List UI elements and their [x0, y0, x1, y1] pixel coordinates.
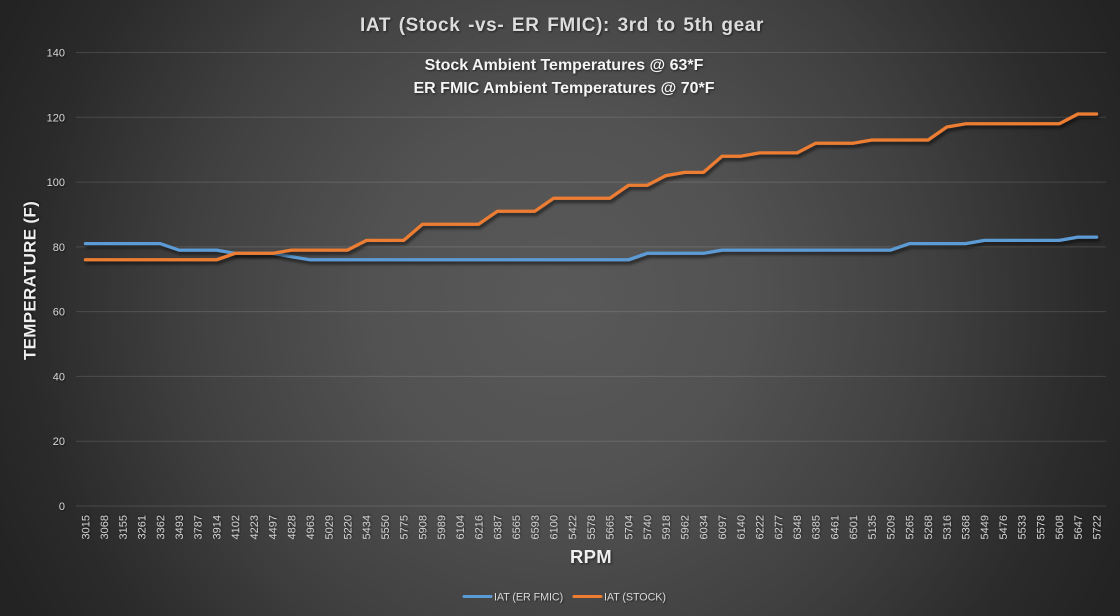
svg-text:5368: 5368: [961, 515, 973, 539]
svg-text:5918: 5918: [661, 515, 673, 539]
svg-text:5908: 5908: [418, 515, 430, 539]
svg-text:6501: 6501: [848, 515, 860, 539]
svg-text:4102: 4102: [230, 515, 242, 539]
svg-text:6461: 6461: [830, 515, 842, 539]
svg-text:5578: 5578: [1036, 515, 1048, 539]
svg-text:5533: 5533: [1017, 515, 1029, 539]
svg-text:5550: 5550: [380, 515, 392, 539]
svg-text:140: 140: [47, 48, 65, 60]
svg-text:3362: 3362: [155, 515, 167, 539]
svg-text:5476: 5476: [998, 515, 1010, 539]
svg-text:4223: 4223: [249, 515, 261, 539]
svg-text:0: 0: [59, 501, 65, 513]
svg-text:5608: 5608: [1054, 515, 1066, 539]
svg-text:3261: 3261: [137, 515, 149, 539]
svg-text:6387: 6387: [492, 515, 504, 539]
svg-text:ER FMIC Ambient Temperatures @: ER FMIC Ambient Temperatures @ 70*F: [414, 80, 715, 97]
svg-text:5665: 5665: [605, 515, 617, 539]
svg-text:Stock Ambient Temperatures @ 6: Stock Ambient Temperatures @ 63*F: [425, 57, 704, 74]
svg-text:5740: 5740: [642, 515, 654, 539]
svg-text:5422: 5422: [567, 515, 579, 539]
svg-text:6593: 6593: [530, 515, 542, 539]
svg-text:IAT (ER FMIC): IAT (ER FMIC): [494, 592, 563, 604]
svg-text:40: 40: [53, 371, 65, 383]
svg-text:3155: 3155: [118, 515, 130, 539]
svg-text:4497: 4497: [268, 515, 280, 539]
svg-text:80: 80: [53, 242, 65, 254]
svg-text:20: 20: [53, 436, 65, 448]
svg-text:6104: 6104: [455, 515, 467, 539]
svg-text:4963: 4963: [305, 515, 317, 539]
svg-text:5722: 5722: [1092, 515, 1104, 539]
svg-text:3914: 3914: [212, 515, 224, 539]
svg-text:IAT (STOCK): IAT (STOCK): [604, 592, 666, 604]
svg-text:TEMPERATURE (F): TEMPERATURE (F): [21, 201, 40, 360]
svg-text:6034: 6034: [698, 515, 710, 539]
svg-text:5449: 5449: [979, 515, 991, 539]
svg-text:5434: 5434: [361, 515, 373, 539]
svg-text:5578: 5578: [586, 515, 598, 539]
svg-text:5989: 5989: [436, 515, 448, 539]
svg-text:6216: 6216: [474, 515, 486, 539]
svg-text:5220: 5220: [343, 515, 355, 539]
svg-text:5962: 5962: [680, 515, 692, 539]
svg-text:5135: 5135: [867, 515, 879, 539]
svg-text:6277: 6277: [773, 515, 785, 539]
svg-text:6222: 6222: [755, 515, 767, 539]
svg-text:5775: 5775: [399, 515, 411, 539]
svg-text:3787: 3787: [193, 515, 205, 539]
svg-text:3068: 3068: [99, 515, 111, 539]
svg-text:5029: 5029: [324, 515, 336, 539]
svg-text:100: 100: [47, 177, 65, 189]
svg-text:6100: 6100: [549, 515, 561, 539]
svg-text:5268: 5268: [923, 515, 935, 539]
svg-text:5647: 5647: [1073, 515, 1085, 539]
svg-text:120: 120: [47, 112, 65, 124]
svg-text:6385: 6385: [811, 515, 823, 539]
svg-text:6348: 6348: [792, 515, 804, 539]
svg-text:IAT (Stock -vs- ER FMIC): 3rd: IAT (Stock -vs- ER FMIC): 3rd to 5th gea…: [360, 15, 764, 36]
svg-text:5265: 5265: [904, 515, 916, 539]
svg-text:5209: 5209: [886, 515, 898, 539]
svg-text:60: 60: [53, 307, 65, 319]
svg-text:4828: 4828: [286, 515, 298, 539]
svg-text:6565: 6565: [511, 515, 523, 539]
svg-text:6097: 6097: [717, 515, 729, 539]
svg-text:3493: 3493: [174, 515, 186, 539]
svg-text:5704: 5704: [624, 515, 636, 539]
svg-text:RPM: RPM: [570, 546, 612, 567]
svg-text:5316: 5316: [942, 515, 954, 539]
svg-text:3015: 3015: [80, 515, 92, 539]
svg-text:6140: 6140: [736, 515, 748, 539]
